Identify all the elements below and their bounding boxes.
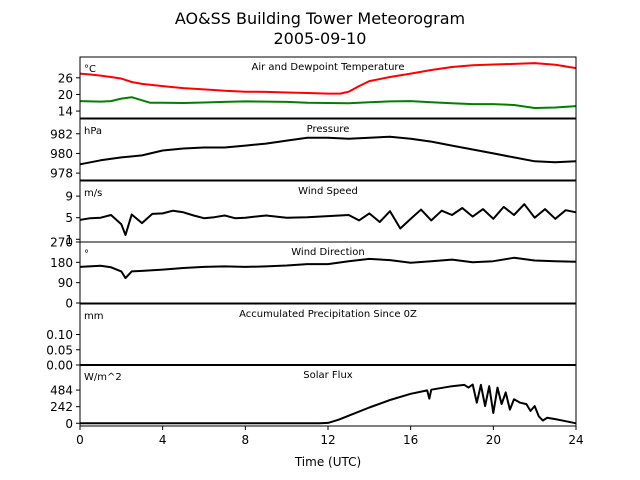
y-tick-label: 242 <box>50 400 73 414</box>
y-tick-label: 26 <box>58 71 73 85</box>
panel-temp: 14 20 26 °C Air and Dewpoint Temperature <box>58 56 577 119</box>
x-tick-label: 20 <box>486 433 501 447</box>
y-tick-label: 978 <box>50 167 73 181</box>
series-line-temp-0 <box>79 62 577 95</box>
y-tick-label: 0.05 <box>46 343 73 357</box>
series-line-temp-1 <box>79 96 577 109</box>
figure-title: AO&SS Building Tower Meteorogram <box>175 9 465 28</box>
panel-precip: 0.00 0.050.10 mm Accumulated Precipitation … <box>46 303 577 373</box>
x-tick-label: 0 <box>76 433 84 447</box>
x-axis-label: Time (UTC) <box>294 455 361 469</box>
x-tick-label: 16 <box>403 433 418 447</box>
series-line-pres-0 <box>79 135 577 166</box>
y-tick-label: 980 <box>50 147 73 161</box>
figure-date: 2005-09-10 <box>274 29 367 48</box>
panel-wspd: 1 5 9 m/s Wind Speed <box>65 180 577 247</box>
panel-frame-wdir <box>79 241 577 304</box>
panel-unit-label: m/s <box>84 188 102 199</box>
y-tick-label: 9 <box>65 190 73 204</box>
panel-pres: 978 980 982 hPa Pressure <box>50 118 577 181</box>
y-tick-label: 0.00 <box>46 359 73 373</box>
y-tick-label: 484 <box>50 384 73 398</box>
panel-title: Air and Dewpoint Temperature <box>252 62 405 73</box>
y-tick-label: 90 <box>58 276 73 290</box>
series-line-solar-0 <box>80 383 577 425</box>
panel-unit-label: hPa <box>84 126 102 137</box>
series-line-wspd-0 <box>79 203 577 236</box>
y-tick-label: 20 <box>58 88 73 102</box>
panel-unit-label: W/m^2 <box>84 372 122 383</box>
x-tick-label: 8 <box>242 433 250 447</box>
panel-title: Pressure <box>307 124 350 135</box>
x-axis: 0 4 8 12 16 20 24 <box>76 426 584 447</box>
panel-title: Solar Flux <box>303 370 353 381</box>
panel-title: Wind Direction <box>291 247 365 258</box>
y-tick-label: 1 <box>65 233 73 247</box>
y-tick-label: 982 <box>50 127 73 141</box>
panel-unit-label: °C <box>84 64 96 75</box>
y-tick-label: 270 <box>50 236 73 250</box>
series-line-wdir-0 <box>79 256 577 280</box>
y-tick-label: 0.10 <box>46 328 73 342</box>
y-tick-label: 180 <box>50 256 73 270</box>
x-tick-label: 24 <box>568 433 583 447</box>
panel-title: Wind Speed <box>298 186 358 197</box>
panel-solar: 0 242 484 W/m^2 Solar Flux <box>50 364 577 431</box>
x-tick-label: 4 <box>159 433 167 447</box>
panel-frame-pres <box>79 118 577 181</box>
panel-frame-temp <box>79 56 577 119</box>
panel-unit-label: ° <box>84 249 89 260</box>
y-tick-label: 14 <box>58 105 73 119</box>
x-tick-label: 12 <box>320 433 335 447</box>
panel-title: Accumulated Precipitation Since 0Z <box>239 309 417 320</box>
y-tick-label: 0 <box>65 297 73 311</box>
panel-wdir: 0 90 180 270 ° Wind Direction <box>50 236 577 311</box>
y-tick-label: 5 <box>65 211 73 225</box>
panel-unit-label: mm <box>84 311 103 322</box>
y-tick-label: 0 <box>65 417 73 431</box>
